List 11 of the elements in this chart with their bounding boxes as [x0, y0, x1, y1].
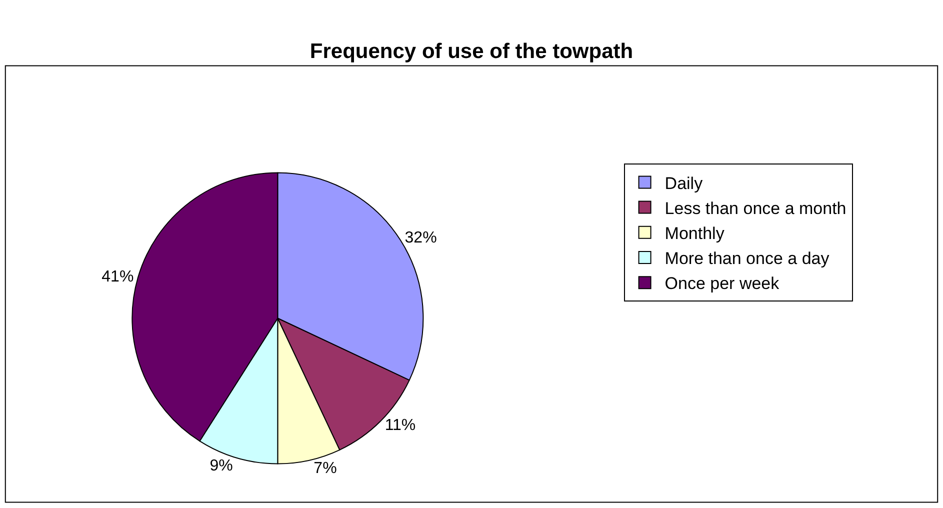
- data-label: 32%: [404, 229, 437, 246]
- data-label: 41%: [102, 268, 134, 286]
- data-label: 9%: [210, 457, 233, 474]
- data-label: 7%: [314, 460, 337, 477]
- legend-label: More than once a day: [664, 249, 830, 268]
- chart-title: Frequency of use of the towpath: [310, 40, 634, 64]
- legend-label: Once per week: [664, 274, 780, 294]
- legend-label: Less than once a month: [664, 198, 846, 218]
- data-label: 11%: [384, 416, 416, 434]
- legend-label: Monthly: [664, 224, 725, 244]
- legend-label: Daily: [664, 174, 704, 193]
